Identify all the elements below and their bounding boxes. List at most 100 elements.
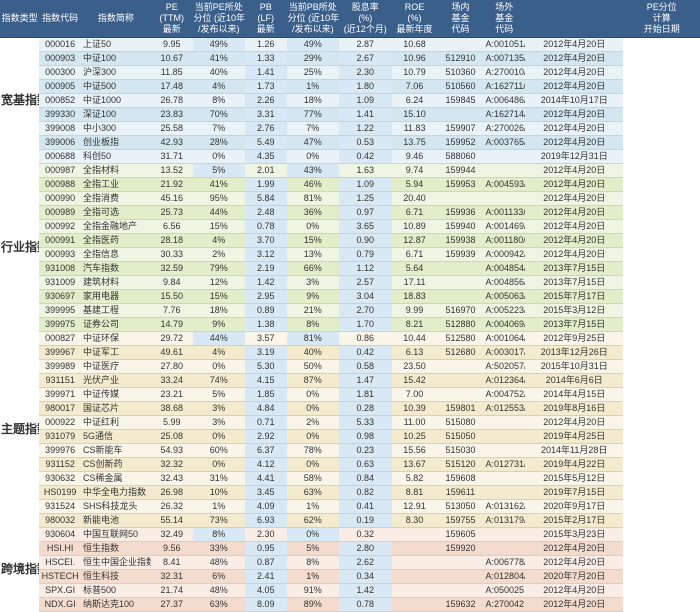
cell-date: 2015年7月17日	[525, 290, 623, 304]
cell-pb: 6.37	[245, 444, 287, 458]
cell-in: 159952	[438, 136, 484, 150]
cell-roe: 23.50	[392, 360, 438, 374]
cell-div: 1.42	[339, 584, 392, 598]
cell-pb: 5.49	[245, 136, 287, 150]
cell-pb: 8.09	[245, 598, 287, 612]
cell-name: 全指可选	[81, 206, 151, 220]
cell-pe: 55.14	[151, 514, 193, 528]
cell-pbq: 0%	[287, 388, 340, 402]
cell-out: A:001051/C:005733	[483, 38, 525, 52]
cell-pe: 27.37	[151, 598, 193, 612]
cell-code: 931079	[39, 430, 81, 444]
cell-date: 2012年4月20日	[525, 66, 623, 80]
cell-date: 2012年4月20日	[525, 192, 623, 206]
cell-name: 中证军工	[81, 346, 151, 360]
cell-in	[438, 192, 484, 206]
cell-roe: 15.10	[392, 108, 438, 122]
cell-name: 汽车指数	[81, 262, 151, 276]
cell-date: 2019年4月22日	[525, 458, 623, 472]
cell-pe: 10.67	[151, 52, 193, 66]
cell-peq: 6%	[193, 570, 246, 584]
cell-date: 2013年12月26日	[525, 346, 623, 360]
cell-pbq: 63%	[287, 486, 340, 500]
cell-pe: 32.59	[151, 262, 193, 276]
cell-name: 证券公司	[81, 318, 151, 332]
cell-div: 1.22	[339, 122, 392, 136]
cell-code: 000016	[39, 38, 81, 52]
cell-pe: 9.56	[151, 542, 193, 556]
cell-date: 2012年4月20日	[525, 122, 623, 136]
cell-date: 2012年4月20日	[525, 598, 623, 612]
col-header: 场外基金代码	[483, 0, 525, 38]
cell-pb: 2.48	[245, 206, 287, 220]
cell-code: 000688	[39, 150, 81, 164]
cell-in: 512580	[438, 332, 484, 346]
cell-pbq: 40%	[287, 346, 340, 360]
cell-out: A:001469/C:002979	[483, 220, 525, 234]
cell-pbq: 49%	[287, 38, 340, 52]
cell-pbq: 0%	[287, 528, 340, 542]
cell-code: 980017	[39, 402, 81, 416]
cell-pe: 15.50	[151, 290, 193, 304]
cell-roe: 9.46	[392, 150, 438, 164]
cell-pb: 2.30	[245, 528, 287, 542]
cell-name: CS新能车	[81, 444, 151, 458]
cell-div: 0.82	[339, 486, 392, 500]
cell-roe: 10.25	[392, 430, 438, 444]
cell-div: 1.12	[339, 262, 392, 276]
cell-code: 399967	[39, 346, 81, 360]
cell-roe: 10.89	[392, 220, 438, 234]
cell-code: 399330	[39, 108, 81, 122]
cell-pbq: 9%	[287, 290, 340, 304]
cell-name: CS稀金属	[81, 472, 151, 486]
cell-code: 931524	[39, 500, 81, 514]
cell-in: 510360	[438, 66, 484, 80]
cell-code: 000992	[39, 220, 81, 234]
cell-name: 光伏产业	[81, 374, 151, 388]
cell-pb: 4.05	[245, 584, 287, 598]
cell-date: 2015年3月23日	[525, 528, 623, 542]
cell-out	[483, 528, 525, 542]
cell-peq: 2%	[193, 248, 246, 262]
cell-pb: 4.15	[245, 374, 287, 388]
cell-out	[483, 164, 525, 178]
cell-date: 2020年9月17日	[525, 500, 623, 514]
cell-pbq: 81%	[287, 332, 340, 346]
cell-pb: 3.19	[245, 346, 287, 360]
cell-code: 930697	[39, 290, 81, 304]
cell-div: 2.30	[339, 66, 392, 80]
cell-pe: 54.93	[151, 444, 193, 458]
cell-div: 0.98	[339, 430, 392, 444]
cell-in: 159801	[438, 402, 484, 416]
cell-pb: 4.41	[245, 472, 287, 486]
cell-in: 512680	[438, 346, 484, 360]
cell-in: 515080	[438, 416, 484, 430]
cell-pbq: 18%	[287, 94, 340, 108]
cell-code: 000988	[39, 178, 81, 192]
cell-in	[438, 108, 484, 122]
cell-div: 0.97	[339, 206, 392, 220]
cell-div: 0.58	[339, 360, 392, 374]
cell-date: 2012年4月20日	[525, 542, 623, 556]
cell-pe: 32.31	[151, 570, 193, 584]
cell-out: A:270026/C:010432	[483, 122, 525, 136]
cell-pb: 3.45	[245, 486, 287, 500]
cell-code: 000852	[39, 94, 81, 108]
cell-out: A:012804/C:012805	[483, 570, 525, 584]
cell-roe: 6.24	[392, 94, 438, 108]
cell-div: 0.28	[339, 402, 392, 416]
cell-name: 国证芯片	[81, 402, 151, 416]
cell-name: 全指金融地产	[81, 220, 151, 234]
cell-pbq: 89%	[287, 598, 340, 612]
cell-roe: 12.87	[392, 234, 438, 248]
cell-pe: 30.33	[151, 248, 193, 262]
cell-code: 000300	[39, 66, 81, 80]
cell-name: 中证1000	[81, 94, 151, 108]
cell-pb: 1.41	[245, 66, 287, 80]
cell-peq: 1%	[193, 500, 246, 514]
cell-out: A:003765/C:003766	[483, 136, 525, 150]
cell-peq: 3%	[193, 402, 246, 416]
cell-out	[483, 486, 525, 500]
col-header: 指数简称	[81, 0, 151, 38]
cell-date: 2012年4月20日	[525, 206, 623, 220]
